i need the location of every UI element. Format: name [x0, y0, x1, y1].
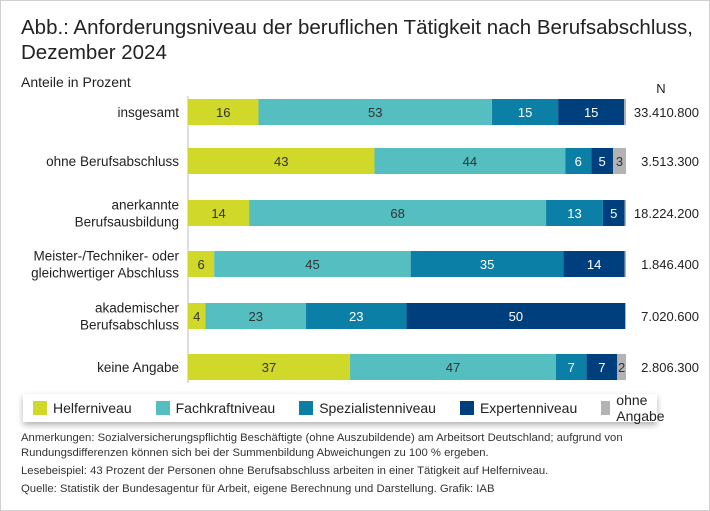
- category-label: gleichwertiger Abschluss: [31, 266, 179, 281]
- legend-swatch: [299, 401, 314, 415]
- bar-segment: [188, 99, 259, 125]
- bar-segment: [555, 354, 587, 380]
- bar-segment: [586, 354, 618, 380]
- bar-segment: [492, 99, 559, 125]
- legend-item: Helferniveau: [33, 400, 132, 416]
- legend-label: Spezialistenniveau: [319, 400, 436, 416]
- data-label: 44: [463, 154, 477, 169]
- bar-segment: [258, 99, 493, 125]
- n-value: 3.513.300: [641, 154, 699, 169]
- data-label: 4: [193, 309, 200, 324]
- legend-swatch: [459, 401, 474, 415]
- bar-segment: [625, 303, 626, 329]
- bar-segment: [406, 303, 626, 329]
- data-label: 45: [305, 257, 319, 272]
- category-label: Berufsabschluss: [80, 318, 179, 333]
- bar-segment: [565, 148, 592, 174]
- category-label: insgesamt: [117, 105, 179, 120]
- data-label: 53: [368, 105, 382, 120]
- bar-segment: [188, 354, 351, 380]
- data-label: 14: [587, 257, 601, 272]
- data-label: 6: [197, 257, 204, 272]
- category-label: keine Angabe: [97, 360, 179, 375]
- legend-swatch: [33, 401, 47, 415]
- note-source: Quelle: Statistik der Bundesagentur für …: [21, 483, 495, 495]
- bar-segment: [188, 200, 250, 226]
- legend-label: Fachkraftniveau: [175, 400, 276, 416]
- bar-segment: [624, 251, 626, 277]
- bar-segment: [205, 303, 307, 329]
- legend-label: Helferniveau: [53, 400, 132, 416]
- n-value: 2.806.300: [641, 360, 699, 375]
- data-label: 15: [584, 105, 598, 120]
- data-label: 50: [509, 309, 523, 324]
- bar-segment: [624, 99, 626, 125]
- data-label: 23: [349, 309, 363, 324]
- data-label: 43: [274, 154, 288, 169]
- category-label: anerkannte: [111, 198, 179, 213]
- bar-segment: [188, 148, 375, 174]
- legend-item: ohne Angabe: [601, 392, 669, 424]
- bar-segment: [558, 99, 625, 125]
- data-label: 2: [618, 360, 625, 375]
- n-value: 7.020.600: [641, 309, 699, 324]
- notes: Anmerkungen: Sozialversicherungspflichti…: [21, 431, 701, 500]
- data-label: 47: [446, 360, 460, 375]
- legend-swatch: [601, 401, 611, 415]
- data-label: 7: [568, 360, 575, 375]
- data-label: 6: [575, 154, 582, 169]
- bar-segment: [624, 200, 626, 226]
- data-label: 3: [616, 154, 623, 169]
- bar-segment: [306, 303, 407, 329]
- bar-segment: [617, 354, 626, 380]
- bar-segment: [214, 251, 411, 277]
- legend-swatch: [155, 401, 170, 415]
- category-label: akademischer: [95, 301, 180, 316]
- data-label: 5: [599, 154, 606, 169]
- legend-item: Fachkraftniveau: [155, 400, 276, 416]
- bar-segment: [602, 200, 625, 226]
- data-label: 15: [518, 105, 532, 120]
- data-label: 37: [262, 360, 276, 375]
- bar-segment: [546, 200, 603, 226]
- chart-title: Abb.: Anforderungsniveau der beruflichen…: [21, 16, 693, 64]
- data-label: 23: [249, 309, 263, 324]
- n-value: 18.224.200: [634, 206, 699, 221]
- bar-segment: [563, 251, 625, 277]
- data-label: 68: [390, 206, 404, 221]
- legend-item: Spezialistenniveau: [299, 400, 436, 416]
- n-value: 1.846.400: [641, 257, 699, 272]
- data-label: 5: [610, 206, 617, 221]
- legend-label: Expertenniveau: [479, 400, 578, 416]
- chart-subtitle: Anteile in Prozent: [21, 74, 131, 90]
- n-value: 33.410.800: [634, 105, 699, 120]
- category-label: Meister-/Techniker- oder: [33, 249, 179, 264]
- note-example: Lesebeispiel: 43 Prozent der Personen oh…: [21, 465, 549, 477]
- data-label: 13: [567, 206, 581, 221]
- note-remarks: Anmerkungen: Sozialversicherungspflichti…: [21, 432, 623, 459]
- category-label: Berufsausbildung: [75, 215, 179, 230]
- bar-segment: [350, 354, 556, 380]
- legend: Helferniveau Fachkraftniveau Spezialistenn…: [23, 392, 665, 424]
- data-label: 14: [211, 206, 225, 221]
- bar-segment: [249, 200, 547, 226]
- n-header: N: [656, 81, 665, 96]
- legend-item: Expertenniveau: [459, 400, 578, 416]
- category-label: ohne Berufsabschluss: [46, 154, 179, 169]
- bar-segment: [410, 251, 564, 277]
- legend-label: ohne Angabe: [616, 392, 665, 424]
- data-label: 7: [598, 360, 605, 375]
- data-label: 35: [480, 257, 494, 272]
- data-label: 16: [216, 105, 230, 120]
- bar-segment: [591, 148, 613, 174]
- bar-segment: [188, 303, 206, 329]
- bar-segment: [374, 148, 566, 174]
- bar-segment: [188, 251, 215, 277]
- bar-segment: [612, 148, 626, 174]
